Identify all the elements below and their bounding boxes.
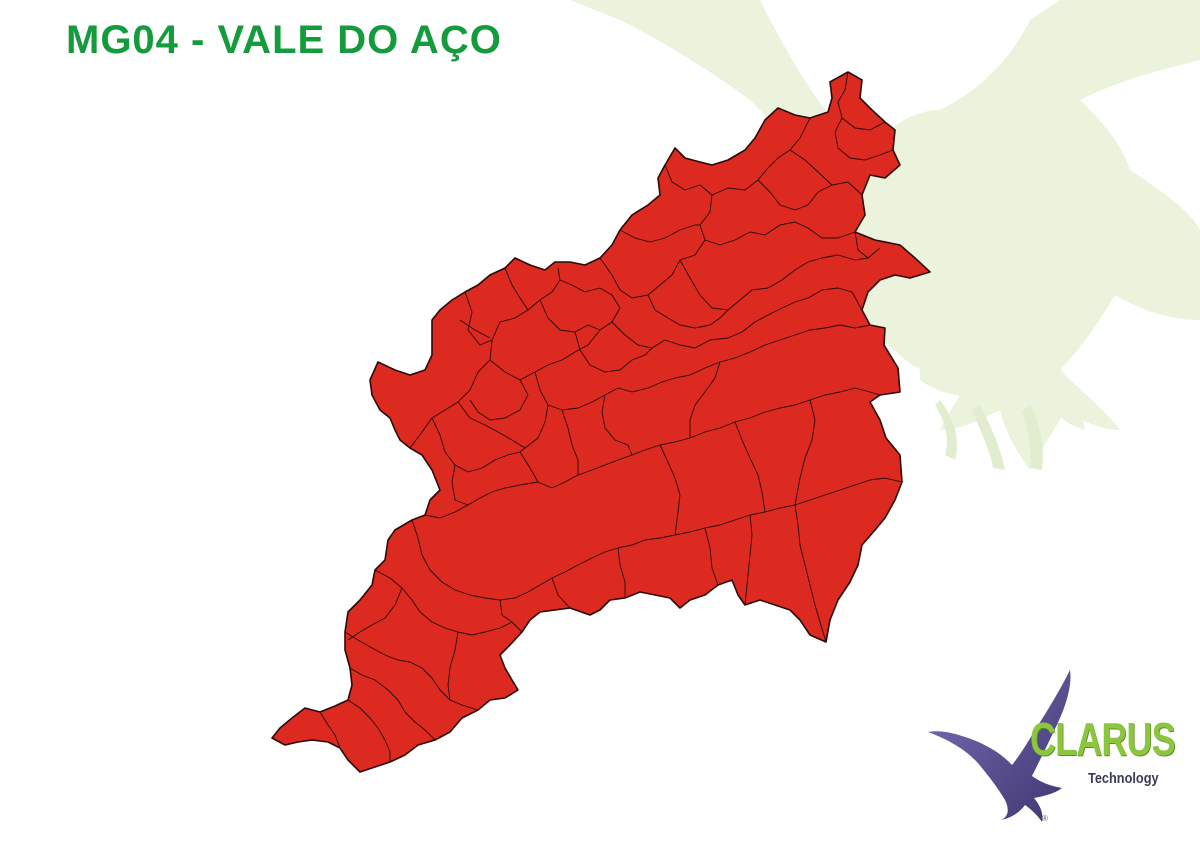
region-outline[interactable]	[271, 71, 931, 773]
eagle-watermark-icon	[570, 0, 1200, 470]
page-title: MG04 - VALE DO AÇO	[66, 18, 502, 62]
registered-mark: ®	[1042, 814, 1048, 823]
region-map[interactable]	[260, 65, 940, 785]
clarus-eagle-icon	[928, 670, 1071, 822]
logo-subtitle: Technology	[1088, 770, 1159, 787]
logo-wordmark: CLARUS	[1030, 713, 1176, 765]
